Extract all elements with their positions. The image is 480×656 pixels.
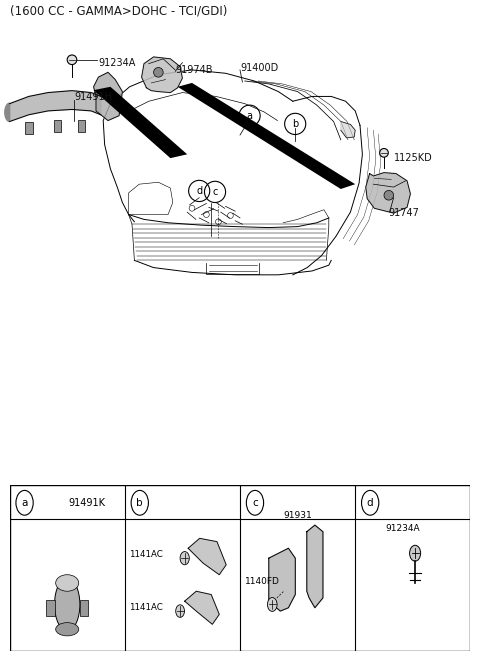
Ellipse shape	[56, 623, 79, 636]
Polygon shape	[142, 57, 182, 92]
Polygon shape	[269, 548, 295, 611]
Polygon shape	[94, 87, 187, 158]
Circle shape	[267, 598, 277, 611]
Polygon shape	[5, 103, 10, 121]
Bar	[25, 121, 33, 134]
Circle shape	[409, 545, 420, 561]
Circle shape	[67, 55, 77, 64]
Polygon shape	[10, 91, 101, 121]
Circle shape	[380, 148, 388, 157]
Bar	[47, 600, 55, 616]
Text: 1140FD: 1140FD	[245, 577, 279, 586]
Circle shape	[176, 605, 184, 617]
Polygon shape	[341, 121, 355, 138]
Bar	[54, 119, 61, 132]
Text: d: d	[196, 186, 202, 196]
Text: 91234A: 91234A	[385, 524, 420, 533]
Polygon shape	[307, 525, 323, 607]
Text: 1141AC: 1141AC	[130, 604, 163, 612]
Text: 1141AC: 1141AC	[130, 550, 163, 560]
Text: 91931: 91931	[284, 511, 312, 520]
Text: 91974B: 91974B	[175, 65, 213, 75]
Circle shape	[180, 552, 189, 565]
Text: b: b	[292, 119, 299, 129]
Text: (1600 CC - GAMMA>DOHC - TCI/GDI): (1600 CC - GAMMA>DOHC - TCI/GDI)	[10, 5, 227, 18]
Ellipse shape	[55, 578, 80, 631]
Text: 91491K: 91491K	[68, 498, 105, 508]
Text: 91491H: 91491H	[74, 92, 112, 102]
Text: a: a	[247, 111, 252, 121]
Circle shape	[384, 190, 394, 200]
Text: c: c	[212, 187, 218, 197]
Text: c: c	[252, 498, 258, 508]
Text: a: a	[22, 498, 28, 508]
Text: 91400D: 91400D	[240, 64, 278, 73]
Text: 91234A: 91234A	[98, 58, 136, 68]
Ellipse shape	[56, 575, 79, 591]
Polygon shape	[366, 173, 410, 213]
Circle shape	[154, 68, 163, 77]
Polygon shape	[185, 591, 219, 625]
Text: b: b	[136, 498, 143, 508]
Bar	[80, 600, 88, 616]
Polygon shape	[188, 539, 226, 575]
Polygon shape	[94, 72, 122, 121]
Bar	[78, 119, 85, 132]
Text: d: d	[367, 498, 373, 508]
Text: 1125KD: 1125KD	[394, 153, 432, 163]
Polygon shape	[178, 83, 355, 189]
Text: 91747: 91747	[389, 208, 420, 218]
